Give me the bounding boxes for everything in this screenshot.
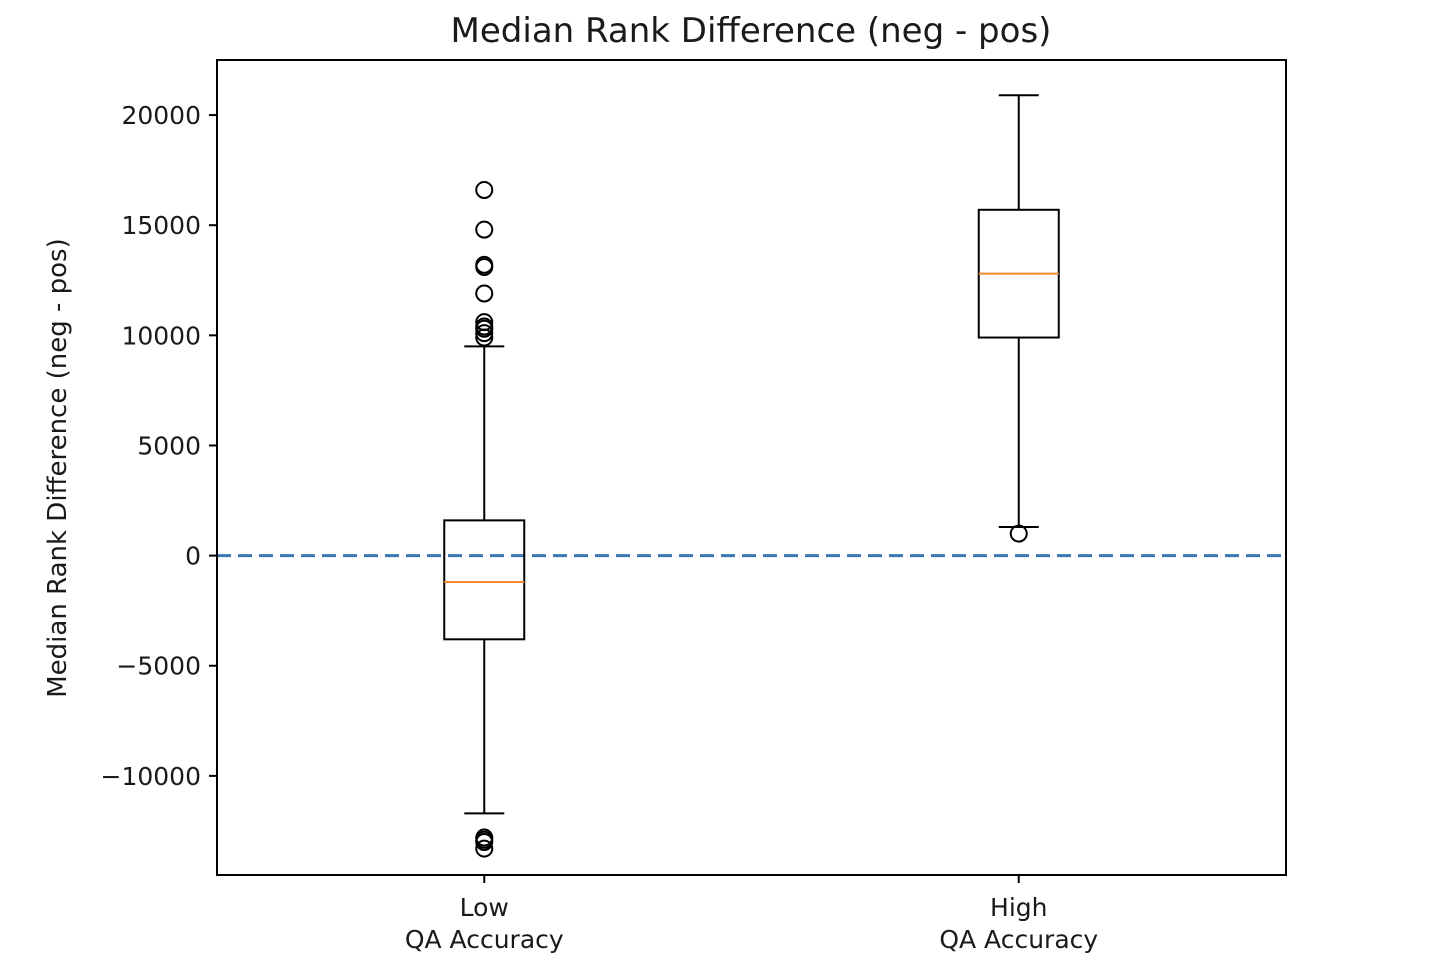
iqr-box	[443, 519, 526, 641]
outlier-point	[475, 839, 494, 858]
y-axis-label: Median Rank Difference (neg - pos)	[43, 238, 73, 698]
plot-frame	[216, 59, 1287, 876]
y-tick-label: 20000	[121, 101, 201, 130]
outlier-point	[475, 328, 494, 347]
outlier-point	[475, 284, 494, 303]
x-axis: Low QA Accuracy High QA Accuracy	[405, 875, 1098, 954]
box-group-high	[977, 94, 1060, 543]
box-group-low	[443, 180, 526, 858]
y-tick-label: 15000	[121, 211, 201, 240]
outlier-point	[475, 258, 494, 277]
x-tick-label-line1: High	[990, 893, 1047, 922]
plot-area	[217, 94, 1286, 858]
y-tick-label: −5000	[116, 652, 201, 681]
y-axis: 20000 15000 10000 5000 0 −5000 −10000	[101, 101, 217, 791]
outlier-point	[475, 832, 494, 851]
outlier-point	[475, 324, 494, 343]
outlier-point	[475, 319, 494, 338]
y-tick-label: −10000	[101, 762, 201, 791]
outlier-point	[475, 180, 494, 199]
outlier-point	[475, 220, 494, 239]
outlier-point	[1009, 524, 1028, 543]
x-tick-label-line2: QA Accuracy	[939, 925, 1098, 954]
y-tick-label: 10000	[121, 321, 201, 350]
y-tick-label: 5000	[137, 431, 201, 460]
x-tick-label-line2: QA Accuracy	[405, 925, 564, 954]
chart-title: Median Rank Difference (neg - pos)	[451, 11, 1052, 51]
x-tick-label-line1: Low	[460, 893, 509, 922]
y-tick-label: 0	[185, 542, 201, 571]
